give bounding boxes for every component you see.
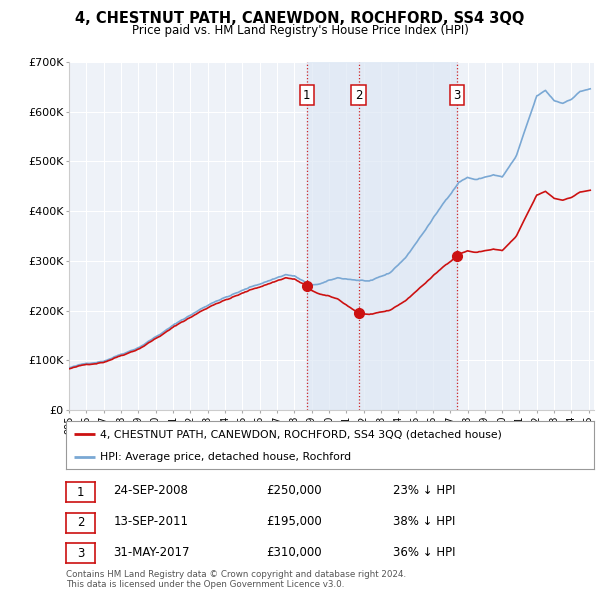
Text: 2: 2: [77, 516, 84, 529]
Text: 31-MAY-2017: 31-MAY-2017: [113, 546, 190, 559]
Text: 4, CHESTNUT PATH, CANEWDON, ROCHFORD, SS4 3QQ (detached house): 4, CHESTNUT PATH, CANEWDON, ROCHFORD, SS…: [100, 429, 502, 439]
Text: 13-SEP-2011: 13-SEP-2011: [113, 515, 188, 528]
Text: HPI: Average price, detached house, Rochford: HPI: Average price, detached house, Roch…: [100, 452, 352, 462]
Text: 38% ↓ HPI: 38% ↓ HPI: [394, 515, 456, 528]
Text: 23% ↓ HPI: 23% ↓ HPI: [394, 484, 456, 497]
Text: Price paid vs. HM Land Registry's House Price Index (HPI): Price paid vs. HM Land Registry's House …: [131, 24, 469, 37]
Text: 1: 1: [303, 88, 311, 101]
Text: 1: 1: [77, 486, 84, 499]
Text: £195,000: £195,000: [266, 515, 322, 528]
Text: 3: 3: [77, 547, 84, 560]
Text: £310,000: £310,000: [266, 546, 322, 559]
Text: 3: 3: [454, 88, 461, 101]
Text: £250,000: £250,000: [266, 484, 322, 497]
Text: Contains HM Land Registry data © Crown copyright and database right 2024.
This d: Contains HM Land Registry data © Crown c…: [66, 570, 406, 589]
Text: 36% ↓ HPI: 36% ↓ HPI: [394, 546, 456, 559]
Text: 4, CHESTNUT PATH, CANEWDON, ROCHFORD, SS4 3QQ: 4, CHESTNUT PATH, CANEWDON, ROCHFORD, SS…: [76, 11, 524, 25]
Text: 2: 2: [355, 88, 362, 101]
Bar: [307, 62, 457, 410]
Text: 24-SEP-2008: 24-SEP-2008: [113, 484, 188, 497]
